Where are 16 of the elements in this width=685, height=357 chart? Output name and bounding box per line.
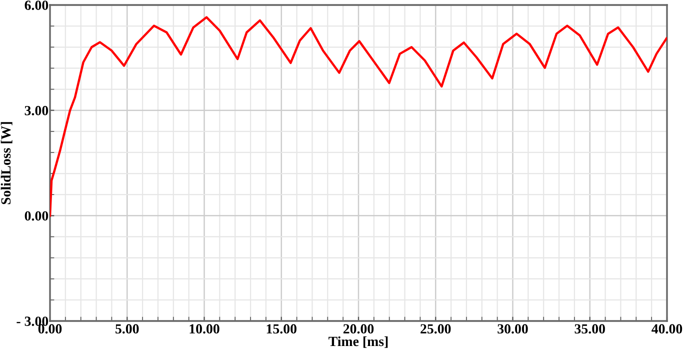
x-tick-label: 0.00: [38, 324, 62, 334]
y-axis-title: SolidLoss [W]: [0, 122, 12, 204]
x-tick-label: 25.00: [420, 324, 451, 334]
y-tick-label: 0.00: [24, 211, 48, 221]
line-series: [50, 16, 667, 217]
x-tick-label: 5.00: [116, 324, 139, 334]
x-tick-label: 30.00: [498, 324, 528, 334]
x-axis-title: Time [ms]: [328, 336, 388, 348]
y-tick-label: - 3.00: [16, 316, 48, 326]
x-tick-label: 10.00: [190, 324, 220, 334]
x-tick-label: 20.00: [343, 324, 374, 334]
x-tick-label: 35.00: [574, 324, 605, 334]
x-tick-label: 15.00: [266, 324, 296, 334]
y-tick-label: 3.00: [24, 106, 48, 116]
x-tick-label: 40.00: [652, 324, 682, 334]
y-tick-label: 6.00: [24, 0, 48, 10]
